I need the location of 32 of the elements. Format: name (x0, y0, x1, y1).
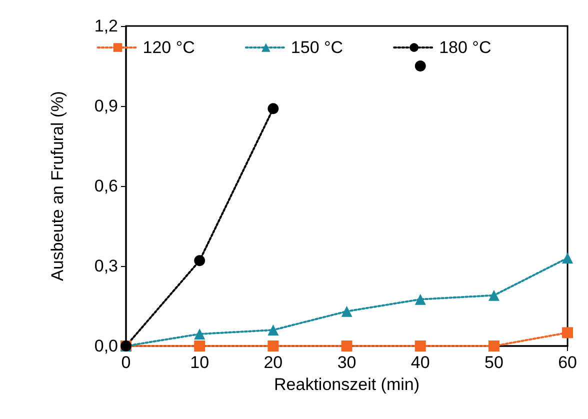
point (268, 324, 279, 336)
x-tick-label: 0 (121, 353, 131, 372)
point (341, 306, 352, 317)
x-tick-label: 50 (484, 353, 504, 372)
legend-label: 120 °C (142, 38, 195, 57)
point (488, 340, 500, 352)
point (562, 252, 574, 264)
point (488, 290, 500, 301)
point (341, 340, 352, 352)
point (268, 340, 279, 352)
legend-label: 180 °C (439, 38, 492, 57)
point (414, 340, 426, 352)
y-tick-label: 0,3 (94, 256, 118, 276)
x-tick-label: 10 (190, 353, 210, 372)
point (194, 328, 206, 340)
point (562, 327, 574, 338)
x-tick-label: 60 (558, 353, 578, 372)
x-tick-label: 40 (410, 353, 430, 372)
y-tick-label: 1,2 (94, 16, 118, 36)
x-tick-label: 20 (264, 353, 283, 372)
y-axis-title: Ausbeute an Frufural (%) (48, 91, 67, 281)
point (194, 255, 206, 266)
x-tick-label: 30 (337, 353, 356, 372)
legend-label: 150 °C (290, 38, 344, 57)
point (268, 103, 279, 114)
y-tick-label: 0,6 (94, 176, 118, 196)
point (414, 294, 426, 305)
y-tick-label: 0,9 (94, 96, 118, 116)
y-tick-label: 0,0 (94, 336, 118, 356)
point (414, 60, 426, 72)
x-axis-title: Reaktionszeit (min) (274, 374, 420, 394)
point (194, 340, 206, 352)
